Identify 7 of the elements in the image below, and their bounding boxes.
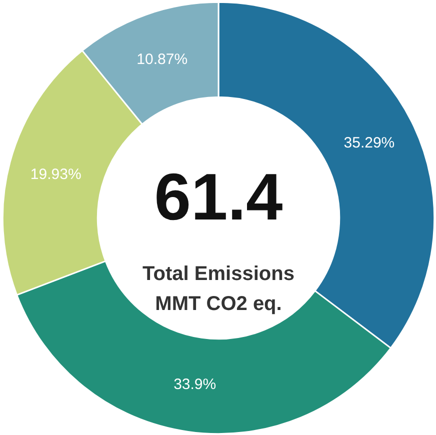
text: MMT CO2 eq.	[155, 293, 282, 316]
text: Total Emissions	[142, 262, 294, 285]
data-label: 35.29%	[344, 134, 395, 152]
data-label: 19.93%	[30, 166, 82, 184]
data-label: 10.87%	[136, 51, 188, 68]
data-label: 33.9%	[174, 376, 216, 393]
text: 61.4	[154, 159, 284, 234]
